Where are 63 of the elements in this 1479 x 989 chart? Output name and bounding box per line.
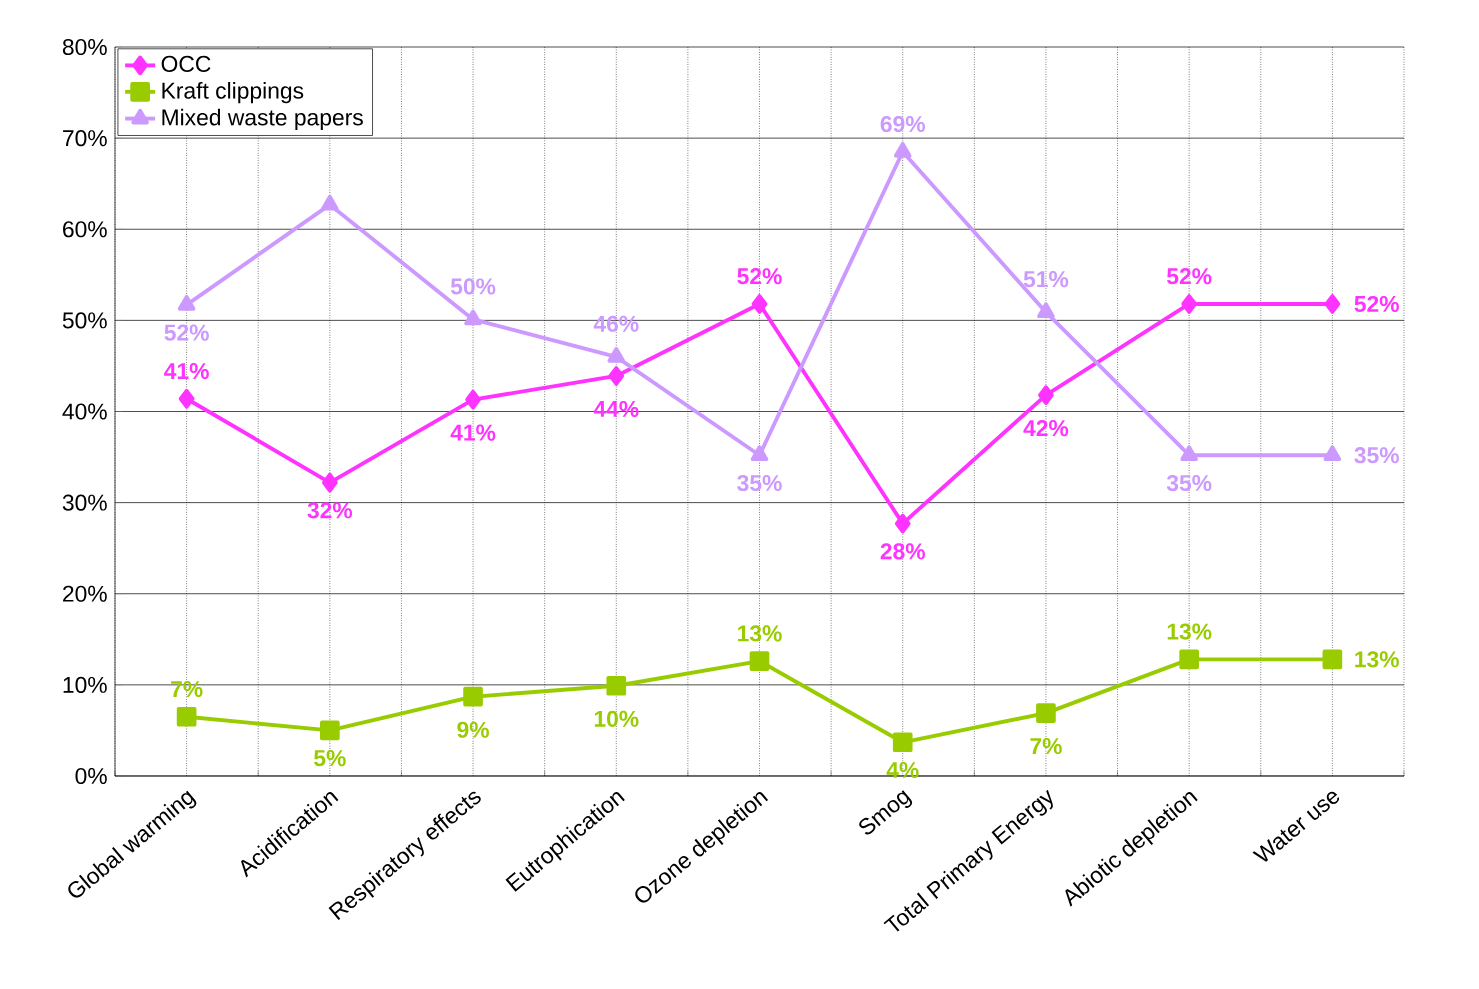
data-label: 9% xyxy=(457,721,489,738)
point xyxy=(1181,294,1198,314)
point xyxy=(1036,703,1056,723)
point xyxy=(894,513,911,534)
data-label: 51% xyxy=(1023,271,1069,288)
data-label: 7% xyxy=(171,680,203,698)
point xyxy=(1180,445,1198,462)
data-label: 32% xyxy=(307,502,353,519)
point xyxy=(893,141,912,158)
data-label: 41% xyxy=(164,362,209,380)
data-label: 35% xyxy=(737,474,782,492)
point xyxy=(1179,649,1200,670)
data-label: 5% xyxy=(314,750,346,767)
point xyxy=(606,675,627,696)
data-label: 28% xyxy=(880,543,925,560)
y-tick-label: 50% xyxy=(62,312,107,329)
point xyxy=(319,720,340,741)
point xyxy=(178,388,195,409)
data-label: 52% xyxy=(737,268,782,285)
data-label: 41% xyxy=(450,424,496,441)
legend-label: Mixed waste papers xyxy=(162,108,363,131)
y-tick-label: 80% xyxy=(62,38,107,56)
data-label: 42% xyxy=(1023,420,1069,437)
data-label: 13% xyxy=(1167,623,1212,640)
point xyxy=(1324,294,1341,314)
data-label: 7% xyxy=(1030,738,1062,755)
y-tick-label: 30% xyxy=(62,494,107,511)
data-label: 35% xyxy=(1166,474,1212,492)
point xyxy=(465,389,481,410)
data-label: 35% xyxy=(1354,447,1399,464)
data-label: 4% xyxy=(886,761,919,779)
point xyxy=(1322,649,1343,670)
data-label: 52% xyxy=(164,324,209,341)
point xyxy=(463,686,483,707)
data-label: 13% xyxy=(738,625,782,642)
point xyxy=(176,706,197,727)
point xyxy=(751,294,768,314)
point xyxy=(608,366,625,386)
point xyxy=(177,295,196,311)
y-tick-label: 70% xyxy=(63,130,107,147)
point xyxy=(464,309,482,326)
point xyxy=(321,472,338,493)
point xyxy=(1038,385,1054,405)
data-label: 10% xyxy=(594,710,639,727)
y-tick-label: 40% xyxy=(62,403,107,420)
point xyxy=(749,651,770,672)
y-tick-label: 10% xyxy=(63,676,107,693)
y-tick-label: 60% xyxy=(63,221,107,238)
point xyxy=(321,194,339,211)
y-tick-label: 20% xyxy=(63,585,107,602)
data-label: 13% xyxy=(1355,651,1399,668)
point xyxy=(607,346,626,363)
legend-label: OCC xyxy=(161,55,211,73)
point xyxy=(1323,445,1342,462)
data-label: 50% xyxy=(450,278,496,295)
point xyxy=(892,732,913,753)
legend-label: Kraft clippings xyxy=(162,81,304,104)
data-label: 69% xyxy=(880,115,925,133)
y-tick-label: 0% xyxy=(75,767,107,785)
data-label: 52% xyxy=(1354,295,1399,313)
point xyxy=(1037,302,1055,319)
data-label: 52% xyxy=(1167,268,1212,285)
point xyxy=(750,445,769,462)
